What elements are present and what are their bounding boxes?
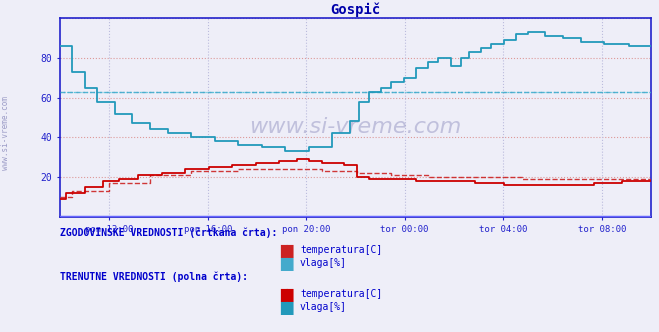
Text: temperatura[C]: temperatura[C]: [300, 289, 382, 299]
Text: ZGODOVINSKE VREDNOSTI (črtkana črta):: ZGODOVINSKE VREDNOSTI (črtkana črta):: [60, 228, 277, 238]
Text: vlaga[%]: vlaga[%]: [300, 302, 347, 312]
Text: temperatura[C]: temperatura[C]: [300, 245, 382, 255]
Text: vlaga[%]: vlaga[%]: [300, 258, 347, 268]
Text: www.si-vreme.com: www.si-vreme.com: [1, 96, 10, 170]
Text: TRENUTNE VREDNOSTI (polna črta):: TRENUTNE VREDNOSTI (polna črta):: [60, 272, 248, 283]
Text: www.si-vreme.com: www.si-vreme.com: [249, 118, 461, 137]
Text: ██: ██: [280, 258, 293, 271]
Text: ██: ██: [280, 302, 293, 315]
Title: Gospič: Gospič: [330, 2, 381, 17]
Text: ██: ██: [280, 245, 293, 258]
Text: ██: ██: [280, 289, 293, 302]
